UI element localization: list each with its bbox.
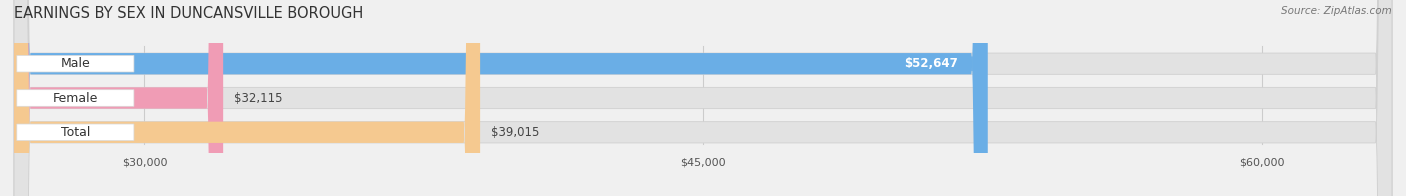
Text: $32,115: $32,115 xyxy=(235,92,283,104)
Text: $52,647: $52,647 xyxy=(904,57,957,70)
FancyBboxPatch shape xyxy=(14,0,1392,196)
FancyBboxPatch shape xyxy=(17,90,134,106)
Text: Male: Male xyxy=(60,57,90,70)
FancyBboxPatch shape xyxy=(17,55,134,72)
Text: Female: Female xyxy=(52,92,98,104)
FancyBboxPatch shape xyxy=(882,56,981,71)
Text: Source: ZipAtlas.com: Source: ZipAtlas.com xyxy=(1281,6,1392,16)
Text: EARNINGS BY SEX IN DUNCANSVILLE BOROUGH: EARNINGS BY SEX IN DUNCANSVILLE BOROUGH xyxy=(14,6,363,21)
FancyBboxPatch shape xyxy=(14,0,1392,196)
FancyBboxPatch shape xyxy=(14,0,988,196)
FancyBboxPatch shape xyxy=(14,0,224,196)
FancyBboxPatch shape xyxy=(14,0,1392,196)
Text: $39,015: $39,015 xyxy=(491,126,540,139)
FancyBboxPatch shape xyxy=(17,124,134,141)
Text: Total: Total xyxy=(60,126,90,139)
FancyBboxPatch shape xyxy=(14,0,479,196)
